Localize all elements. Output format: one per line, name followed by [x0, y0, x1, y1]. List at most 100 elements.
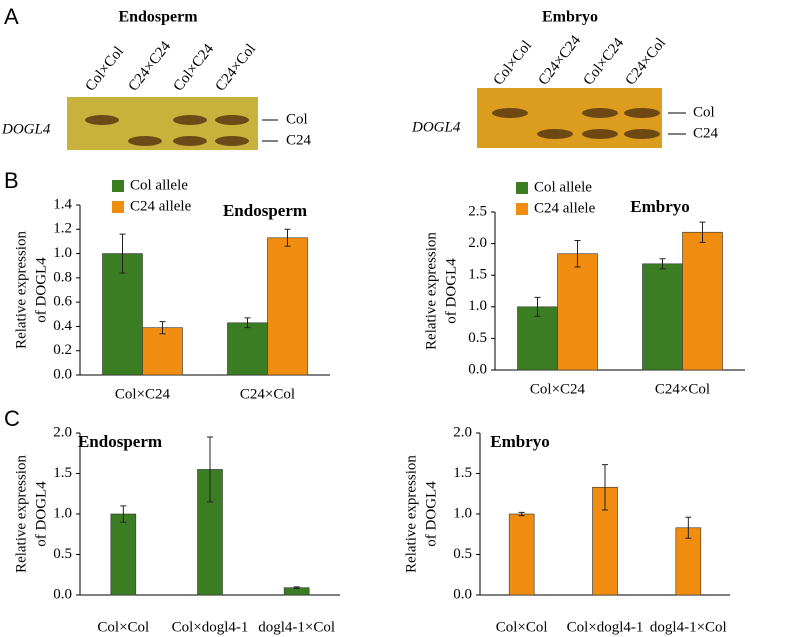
y-tick-label: 0.0 — [53, 586, 72, 602]
lane-label: Col×Col — [491, 38, 536, 89]
y-tick-label: 1.5 — [468, 267, 487, 283]
y-axis-label: of DOGL4 — [33, 257, 49, 323]
gene-label: DOGL4 — [411, 119, 461, 135]
gel-image — [477, 88, 662, 148]
gel-title: Endosperm — [118, 9, 198, 26]
error-bar — [685, 516, 692, 539]
lane-label: Col×Col — [83, 44, 128, 95]
legend-label: Col allele — [130, 177, 188, 193]
lane-label: C24×Col — [213, 41, 260, 94]
error-bar — [207, 436, 213, 503]
y-tick-label: 1.0 — [53, 245, 72, 261]
gel-band — [582, 108, 618, 118]
error-bar — [159, 321, 166, 335]
legend-label: C24 allele — [130, 198, 192, 214]
lane-label: Col×C24 — [581, 35, 628, 89]
chart-title: Embryo — [630, 197, 690, 216]
y-axis-label: of DOGL4 — [423, 481, 439, 547]
y-tick-label: 1.0 — [53, 505, 72, 521]
gel-band — [582, 129, 618, 139]
y-tick-label: 1.5 — [453, 465, 472, 481]
y-axis-label: Relative expression — [13, 231, 29, 349]
gel-band — [85, 115, 119, 125]
bar — [675, 527, 702, 596]
lane-label: C24×Col — [623, 35, 670, 88]
bar — [642, 263, 683, 371]
y-axis-label: Relative expression — [13, 455, 29, 573]
bar — [508, 513, 535, 596]
x-tick-label: Col×Col — [496, 619, 548, 635]
error-bar — [293, 586, 300, 590]
panel-label: A — [4, 4, 19, 29]
band-label: C24 — [693, 125, 719, 141]
error-bar — [659, 258, 666, 270]
legend-swatch — [516, 182, 528, 194]
y-tick-label: 0.5 — [468, 330, 487, 346]
bar — [267, 237, 308, 376]
gel-band — [624, 108, 660, 118]
y-axis-label: Relative expression — [403, 455, 419, 573]
legend-label: Col allele — [534, 179, 592, 195]
error-bar — [120, 505, 127, 523]
chart-title: Endosperm — [78, 432, 162, 451]
y-tick-label: 1.4 — [53, 196, 72, 212]
y-tick-label: 1.0 — [468, 298, 487, 314]
band-label: Col — [693, 104, 715, 120]
bar — [227, 322, 268, 376]
y-tick-label: 2.0 — [453, 424, 472, 440]
y-tick-label: 1.2 — [53, 221, 72, 237]
gel-band — [537, 129, 573, 139]
bar — [557, 253, 598, 371]
error-bar — [699, 221, 706, 243]
x-tick-label: dogl4-1×Col — [650, 619, 727, 635]
x-tick-label: Col×Col — [97, 619, 149, 635]
y-tick-label: 0.8 — [53, 269, 72, 285]
lane-label: C24×C24 — [126, 38, 175, 94]
x-tick-label: C24×Col — [655, 381, 710, 397]
y-tick-label: 0.0 — [453, 586, 472, 602]
error-bar — [119, 233, 126, 274]
y-tick-label: 0.0 — [468, 361, 487, 377]
gel-band — [215, 115, 249, 125]
bar — [102, 253, 143, 376]
gel-band — [624, 129, 660, 139]
y-tick-label: 0.5 — [53, 546, 72, 562]
chart-title: Embryo — [490, 432, 550, 451]
error-bar — [574, 239, 581, 268]
y-axis-label: of DOGL4 — [33, 481, 49, 547]
bar — [682, 231, 723, 371]
y-tick-label: 2.0 — [53, 424, 72, 440]
y-tick-label: 0.6 — [53, 294, 72, 310]
gel-band — [173, 136, 207, 146]
y-tick-label: 1.5 — [53, 465, 72, 481]
error-bar — [244, 317, 251, 329]
gel-band — [215, 136, 249, 146]
lane-label: C24×C24 — [536, 32, 585, 88]
gel-band — [492, 108, 528, 118]
legend-swatch — [112, 201, 124, 213]
y-tick-label: 0.2 — [53, 342, 72, 358]
gene-label: DOGL4 — [1, 121, 51, 137]
x-tick-label: Col×dogl4-1 — [567, 619, 644, 635]
x-tick-label: C24×Col — [240, 386, 295, 402]
panel-label: C — [4, 406, 20, 431]
gel-band — [128, 136, 162, 146]
x-tick-label: dogl4-1×Col — [258, 619, 335, 635]
y-tick-label: 2.0 — [468, 235, 487, 251]
bar — [110, 513, 137, 596]
y-tick-label: 2.5 — [468, 203, 487, 219]
panel-label: B — [4, 168, 19, 193]
y-axis-label: Relative expression — [423, 232, 439, 350]
legend-swatch — [516, 203, 528, 215]
x-tick-label: Col×C24 — [530, 381, 586, 397]
error-bar — [518, 511, 525, 517]
error-bar — [602, 464, 608, 511]
y-axis-label: of DOGL4 — [443, 258, 459, 324]
y-tick-label: 1.0 — [453, 505, 472, 521]
y-tick-label: 0.4 — [53, 318, 72, 334]
error-bar — [284, 228, 291, 247]
legend-label: C24 allele — [534, 200, 596, 216]
x-tick-label: Col×dogl4-1 — [172, 619, 249, 635]
